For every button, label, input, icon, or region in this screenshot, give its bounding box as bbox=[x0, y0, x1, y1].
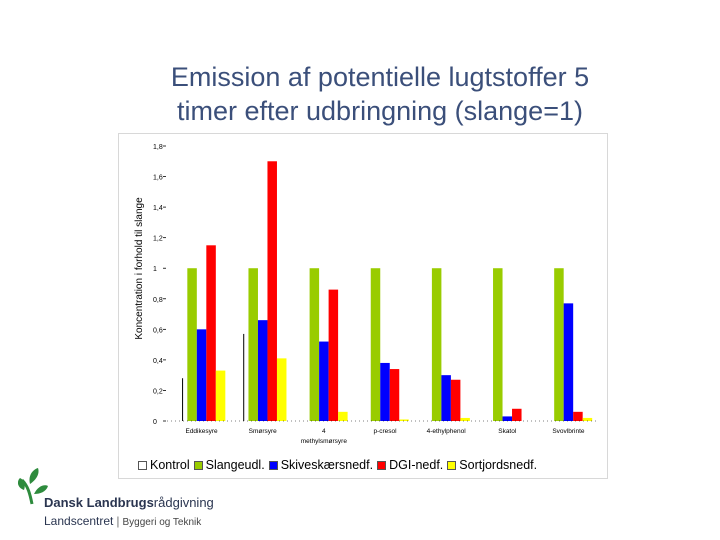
y-tick-label: 0,8 bbox=[153, 297, 163, 304]
logo-text-line-2: Landscentret | Byggeri og Teknik bbox=[44, 514, 201, 528]
y-tick-label: 0,4 bbox=[153, 358, 163, 365]
x-tick-label: 4 bbox=[322, 428, 326, 435]
bar-sortjordsnedf- bbox=[276, 358, 287, 421]
y-tick-label: 1 bbox=[153, 266, 157, 273]
logo-text-normal: rådgivning bbox=[153, 495, 214, 510]
bar-sortjordsnedf- bbox=[399, 419, 409, 421]
y-tick-label: 0 bbox=[153, 419, 157, 426]
bar-skivesk-rsnedf- bbox=[502, 416, 513, 421]
slide-title: Emission af potentielle lugtstoffer 5 ti… bbox=[90, 60, 670, 128]
legend-label: Sortjordsnedf. bbox=[459, 458, 538, 472]
bar-sortjordsnedf- bbox=[460, 417, 470, 421]
bar-slangeudl- bbox=[493, 268, 503, 421]
y-tick-label: 1,6 bbox=[153, 175, 163, 182]
bar-slangeudl- bbox=[248, 268, 258, 421]
y-tick-label: 0,2 bbox=[153, 388, 163, 395]
y-axis-label: Koncentration i forhold til slange bbox=[134, 197, 145, 340]
bar-slangeudl- bbox=[554, 268, 564, 421]
bar-dgi-nedf- bbox=[573, 411, 583, 421]
slide-title-line-1: Emission af potentielle lugtstoffer 5 bbox=[170, 62, 590, 92]
bar-skivesk-rsnedf- bbox=[196, 329, 207, 421]
leaf-logo-icon bbox=[18, 468, 48, 505]
legend-swatch bbox=[268, 460, 278, 470]
bar-skivesk-rsnedf- bbox=[257, 320, 268, 421]
logo-text-bold: Dansk Landbrugs bbox=[44, 495, 154, 510]
bar-chart: Koncentration i forhold til slange 0 0,2 0,… bbox=[118, 133, 608, 479]
legend-label: DGI-nedf. bbox=[389, 458, 444, 472]
legend-item: DGI-nedf. bbox=[377, 458, 443, 472]
x-tick-label: p-cresol bbox=[373, 428, 397, 435]
bar-slangeudl- bbox=[187, 268, 197, 421]
bar-dgi-nedf- bbox=[450, 379, 461, 421]
legend-label: Kontrol bbox=[150, 458, 190, 472]
bar-skivesk-rsnedf- bbox=[380, 362, 390, 421]
bar-dgi-nedf- bbox=[328, 289, 339, 421]
x-tick-label: 4-ethylphenol bbox=[427, 428, 467, 435]
logo-separator: | bbox=[116, 514, 120, 528]
legend-item: Kontrol bbox=[138, 458, 190, 472]
y-tick-label: 1,2 bbox=[153, 236, 163, 243]
legend-swatch bbox=[377, 460, 387, 470]
bar-slangeudl- bbox=[370, 268, 381, 421]
legend-label: Skiveskærsnedf. bbox=[280, 458, 374, 472]
company-logo: Dansk Landbrugsrådgivning Landscentret | B… bbox=[18, 466, 248, 536]
bar-sortjordsnedf- bbox=[215, 370, 226, 421]
bar-skivesk-rsnedf- bbox=[319, 341, 329, 421]
x-tick-label: methylsmørsyre bbox=[301, 438, 348, 445]
bar-sortjordsnedf- bbox=[582, 417, 593, 421]
bar-dgi-nedf- bbox=[512, 408, 522, 421]
logo-org-name: Landscentret bbox=[44, 514, 114, 528]
legend-swatch bbox=[193, 460, 203, 470]
bar-skivesk-rsnedf- bbox=[563, 303, 574, 421]
bar-skivesk-rsnedf- bbox=[441, 375, 451, 421]
logo-department: Byggeri og Teknik bbox=[122, 517, 202, 528]
y-tick-label: 1,8 bbox=[153, 144, 163, 151]
logo-text-line-1: Dansk Landbrugsrådgivning bbox=[44, 495, 214, 510]
chart-legend: Kontrol Slangeudl. Skiveskærsnedf. DGI-nedf… bbox=[138, 458, 598, 474]
bar-slangeudl- bbox=[309, 268, 320, 421]
legend-label: Slangeudl. bbox=[205, 458, 265, 472]
bar-dgi-nedf- bbox=[267, 161, 277, 421]
x-tick-label: Smørsyre bbox=[249, 428, 278, 435]
legend-item: Skiveskærsnedf. bbox=[268, 458, 374, 472]
slide-title-line-2: timer efter udbringning (slange=1) bbox=[177, 96, 583, 126]
x-tick-label: Skatol bbox=[498, 428, 517, 435]
bar-dgi-nedf- bbox=[206, 245, 216, 421]
x-tick-label: Svovlbrinte bbox=[552, 428, 585, 435]
legend-swatch bbox=[138, 460, 147, 470]
legend-item: Slangeudl. bbox=[193, 458, 265, 472]
bar-dgi-nedf- bbox=[389, 369, 400, 421]
bar-slangeudl- bbox=[431, 268, 442, 421]
bar-sortjordsnedf- bbox=[338, 411, 348, 421]
y-tick-label: 1,4 bbox=[153, 205, 163, 212]
chart-canvas: Koncentration i forhold til slange 0 0,2 0,… bbox=[134, 144, 599, 445]
legend-item: Sortjordsnedf. bbox=[447, 458, 537, 472]
legend-swatch bbox=[447, 460, 457, 470]
x-tick-label: Eddikesyre bbox=[185, 428, 218, 435]
y-tick-label: 0,6 bbox=[153, 327, 163, 334]
